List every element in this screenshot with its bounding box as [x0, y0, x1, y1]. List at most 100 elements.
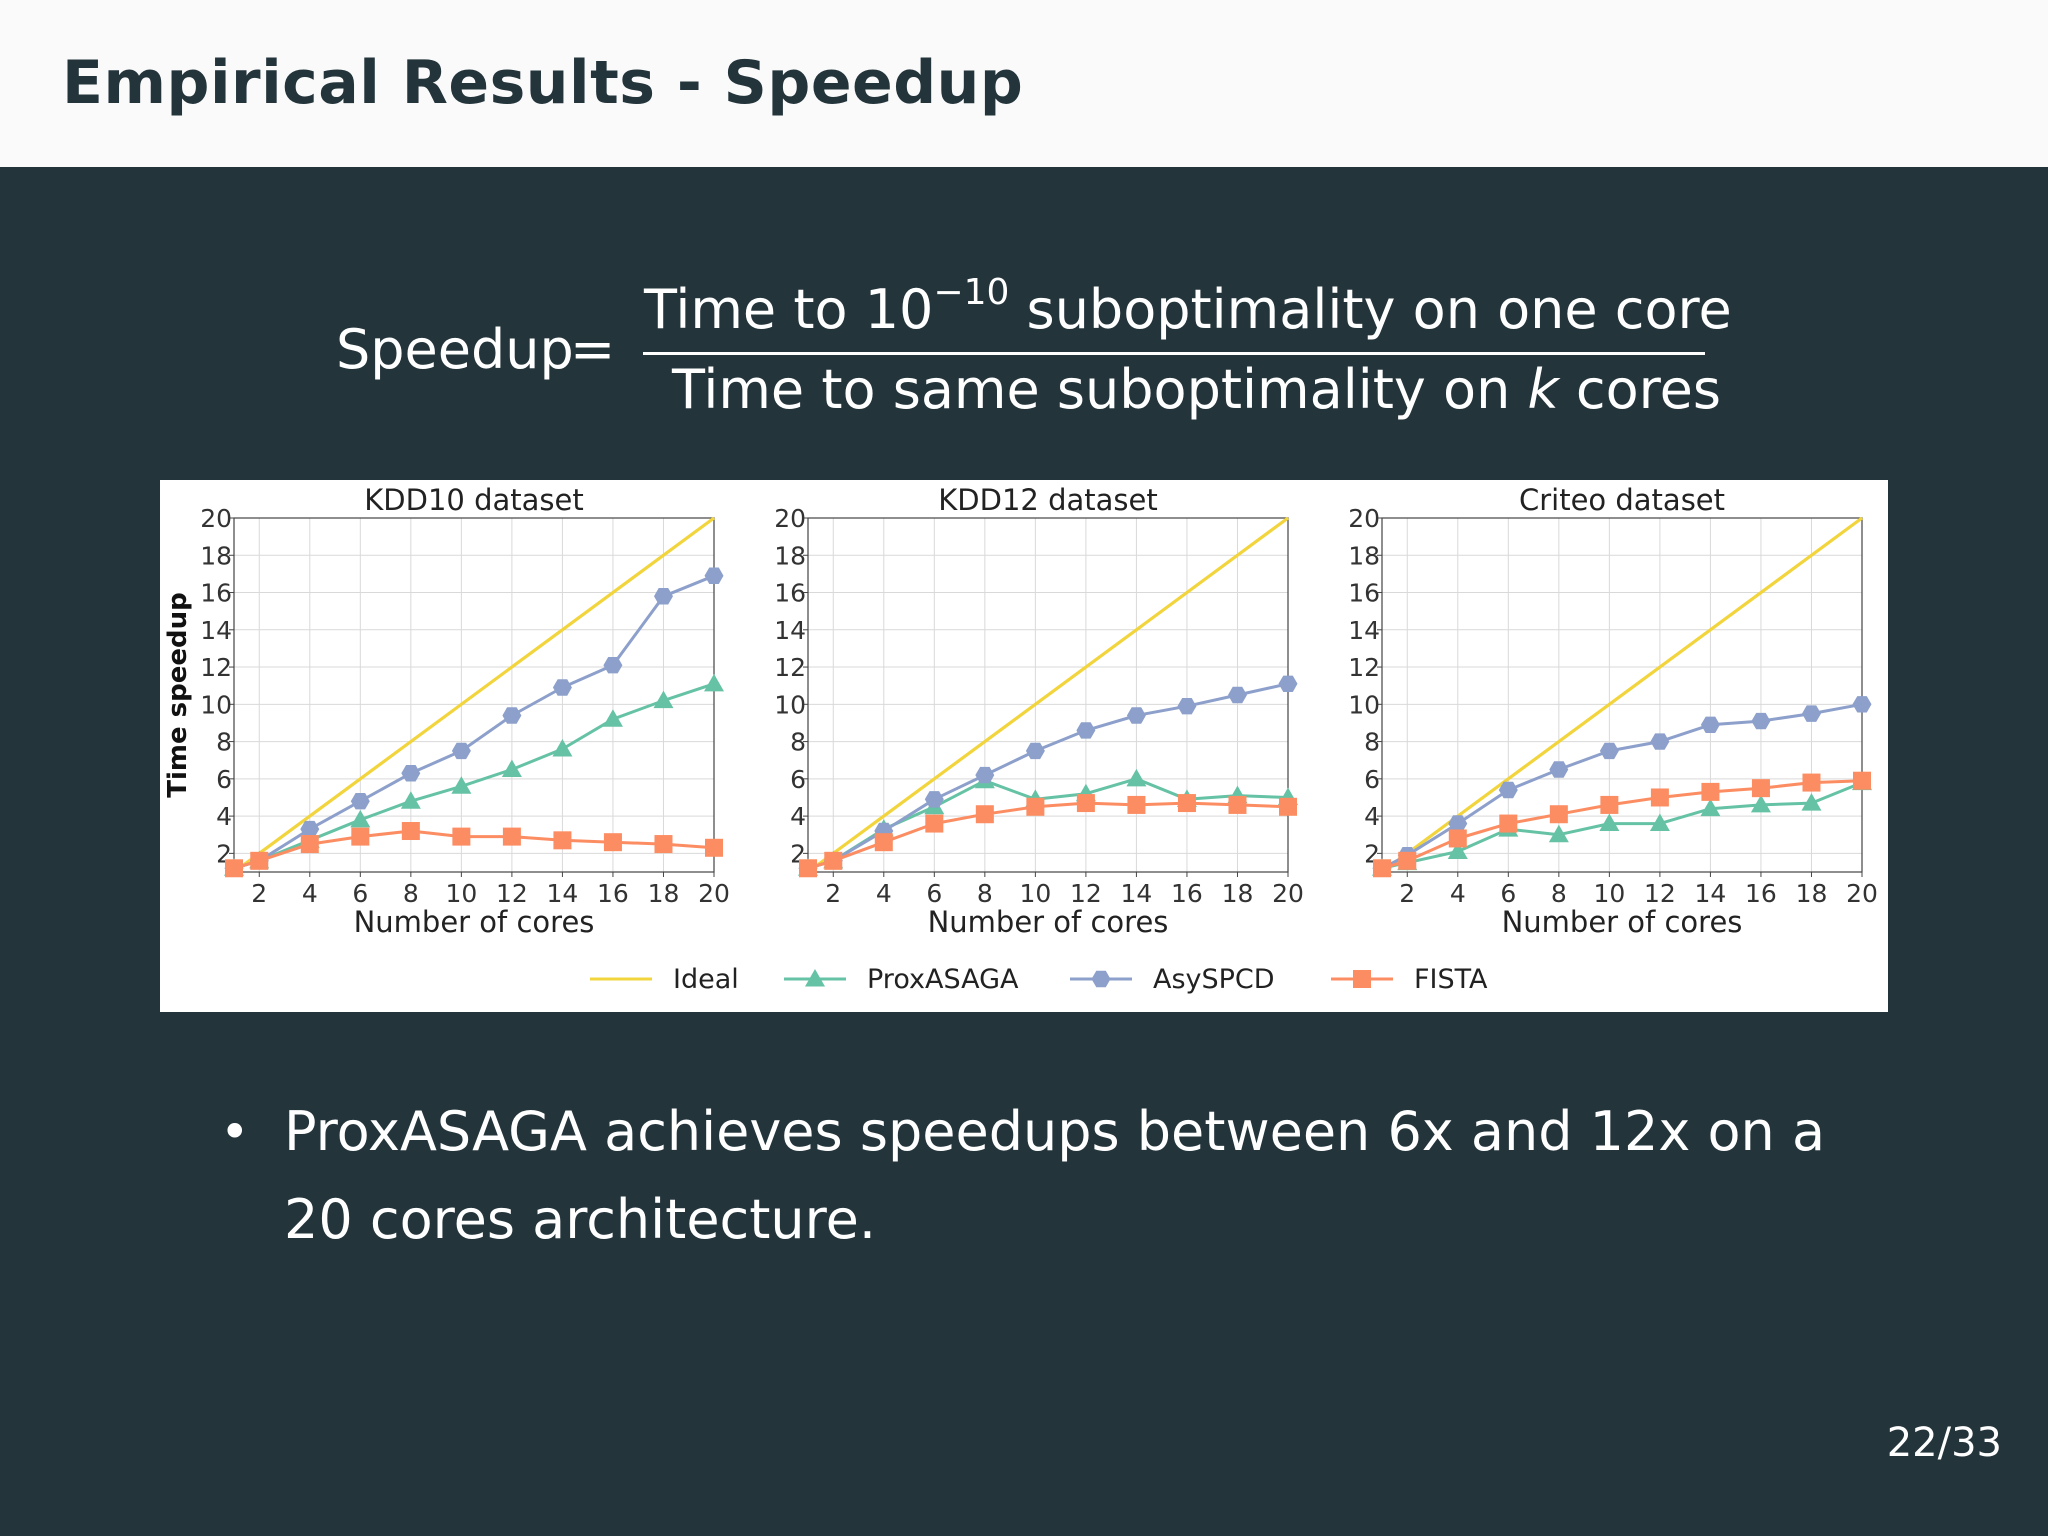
chart2-y-tick-label: 16	[774, 579, 806, 608]
bullet-dot: •	[220, 1103, 250, 1161]
chart1-fista-point	[225, 859, 243, 878]
chart3-asyspcd-point	[1751, 712, 1771, 730]
chart1-y-tick-label: 14	[200, 616, 232, 645]
chart1-asyspcd-point	[451, 742, 471, 760]
chart2-x-tick-label: 6	[926, 879, 942, 908]
chart1-y-tick-label: 16	[200, 579, 232, 608]
speedup-figure: 2 4 6 8 10 12 14 16 18 20 2 4 6 8 10 12 14 16 18 20 KDD10 da…	[160, 480, 1888, 1012]
chart1-x-tick-label: 10	[445, 879, 477, 908]
chart2-y-tick-label: 8	[790, 728, 806, 757]
chart3-y-tick-label: 16	[1348, 579, 1380, 608]
formula-denominator: Time to same suboptimality on k cores	[672, 358, 1721, 421]
chart3-fista-point	[1549, 805, 1568, 824]
chart3-fista-point	[1701, 782, 1720, 801]
chart2-y-tick-label: 14	[774, 616, 806, 645]
chart3-proxasaga-point	[1801, 793, 1822, 811]
chart3-proxasaga-point	[1750, 794, 1771, 813]
chart2-x-tick-label: 4	[876, 879, 892, 908]
chart2-y-tick-label: 18	[774, 541, 806, 570]
chart1-fista-point	[654, 835, 673, 854]
chart2-fista-point	[1076, 794, 1095, 813]
chart1-x-tick-label: 4	[302, 879, 318, 908]
chart1-asyspcd-point	[502, 707, 522, 724]
chart1-fista-point	[452, 827, 471, 846]
chart3-y-tick-label: 8	[1364, 728, 1380, 757]
chart2-fista-point	[1127, 795, 1146, 814]
chart1-proxasaga-point	[400, 791, 421, 809]
chart2-asyspcd-point	[924, 791, 944, 808]
chart2-x-tick-label: 12	[1070, 879, 1102, 908]
chart3-fista-point	[1600, 795, 1619, 814]
chart1-proxasaga-point	[602, 709, 623, 727]
chart2-y-tick-label: 12	[774, 653, 806, 682]
chart1-x-tick-label: 12	[496, 879, 528, 908]
chart1-y-axis-label: Time speedup	[163, 592, 193, 798]
chart3-asyspcd-point	[1650, 733, 1670, 750]
chart2-asyspcd-point	[1278, 675, 1298, 692]
chart1-fista-point	[705, 838, 723, 857]
chart1-fista-point	[502, 827, 521, 846]
chart3-fista-point	[1802, 773, 1821, 792]
chart3-proxasaga-point	[1700, 798, 1721, 817]
chart1-title: KDD10 dataset	[364, 483, 583, 517]
chart3-x-tick-label: 2	[1399, 879, 1415, 908]
chart3-ideal-line	[1381, 516, 1863, 874]
chart3-x-tick-label: 18	[1796, 879, 1828, 908]
chart3-x-tick-label: 4	[1450, 879, 1466, 908]
chart1-asyspcd-point	[704, 567, 724, 584]
chart1-proxasaga-point	[653, 690, 674, 709]
chart1-x-tick-label: 14	[547, 879, 579, 908]
chart3-fista-point	[1398, 851, 1417, 870]
chart2-fista-point	[874, 833, 893, 852]
chart2-asyspcd-point	[1126, 707, 1146, 724]
chart3-y-tick-label: 4	[1364, 802, 1380, 831]
chart2-fista-point	[925, 814, 944, 833]
chart1-y-tick-label: 12	[200, 653, 232, 682]
chart2-y-tick-label: 10	[774, 690, 806, 719]
chart2-x-tick-label: 14	[1121, 879, 1153, 908]
chart2-asyspcd-point	[1228, 686, 1247, 704]
chart1-proxasaga-point	[552, 739, 573, 757]
chart2-asyspcd-point	[975, 766, 995, 784]
chart2-x-tick-label: 20	[1272, 879, 1304, 908]
chart2-proxasaga-point	[1126, 768, 1147, 787]
formula-lhs: Speedup	[336, 318, 574, 381]
chart2-fista-point	[1026, 797, 1045, 816]
chart1-fista-point	[250, 851, 269, 870]
chart1-x-tick-label: 20	[698, 879, 730, 908]
chart3-asyspcd-point	[1448, 815, 1468, 832]
chart1-x-tick-label: 2	[251, 879, 267, 908]
chart1-y-tick-label: 8	[216, 728, 232, 757]
chart2-fista-point	[799, 859, 817, 878]
legend-asyspcd-marker	[1091, 970, 1111, 988]
speedup-charts-svg: 2 4 6 8 10 12 14 16 18 20 2 4 6 8 10 12 14 16 18 20 KDD10 da…	[163, 483, 1878, 995]
formula-equals: =	[570, 318, 616, 381]
chart2-x-tick-label: 2	[825, 879, 841, 908]
chart3-y-tick-label: 6	[1364, 765, 1380, 794]
chart2-plot-frame	[807, 517, 1289, 873]
formula-denominator-var: k	[1527, 358, 1559, 421]
chart1-asyspcd-point	[603, 657, 623, 674]
chart1-y-tick-label: 10	[200, 690, 232, 719]
chart3-x-tick-label: 16	[1745, 879, 1777, 908]
chart1-y-tick-label: 4	[216, 802, 232, 831]
formula-denominator-post: cores	[1558, 358, 1722, 421]
legend-asyspcd-label: AsySPCD	[1153, 964, 1275, 995]
chart3-x-tick-label: 14	[1695, 879, 1727, 908]
chart1-proxasaga-point	[704, 673, 724, 692]
chart2-fista-point	[824, 851, 843, 870]
chart3-x-tick-label: 20	[1846, 879, 1878, 908]
chart3-fista-point	[1751, 779, 1770, 798]
chart1-fista-point	[300, 835, 319, 854]
chart3-y-tick-label: 18	[1348, 541, 1380, 570]
chart3-asyspcd-point	[1498, 781, 1518, 799]
chart3-fista-point	[1499, 814, 1518, 833]
chart3-proxasaga-point	[1548, 824, 1569, 843]
formula-numerator-pre: Time to 10	[644, 278, 934, 341]
chart2-fista-point	[1279, 797, 1297, 816]
chart2-fista-point	[1228, 795, 1247, 814]
chart2-ideal-line	[807, 516, 1289, 874]
fraction-bar	[643, 352, 1705, 355]
chart2-asyspcd-point	[1076, 722, 1096, 739]
chart3-fista-point	[1448, 829, 1467, 848]
